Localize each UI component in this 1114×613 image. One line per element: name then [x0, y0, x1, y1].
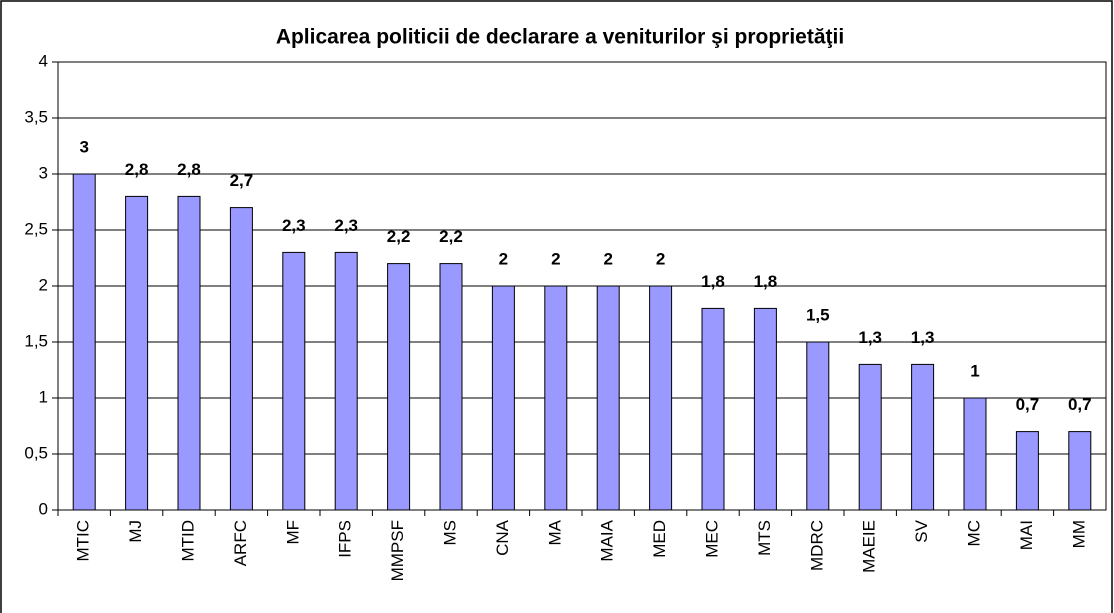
bar [334, 251, 358, 511]
x-tick-label: MMPSF [388, 520, 407, 581]
value-label: 2,3 [334, 216, 358, 235]
bar [911, 363, 935, 511]
value-label: 2 [603, 249, 612, 268]
value-label: 1,8 [754, 272, 778, 291]
y-tick-label: 2,5 [24, 219, 48, 238]
x-tick-label: MC [964, 520, 983, 546]
x-tick-label: MF [283, 520, 302, 545]
bar [439, 263, 463, 511]
value-label: 0,7 [1068, 395, 1092, 414]
y-tick-label: 0 [39, 499, 48, 518]
x-tick-label: MED [650, 520, 669, 558]
value-label: 2 [499, 249, 508, 268]
y-tick-label: 1,5 [24, 331, 48, 350]
value-label: 1,3 [858, 328, 882, 347]
x-tick-label: MJ [126, 520, 145, 543]
bar [963, 397, 987, 511]
value-label: 2 [656, 249, 665, 268]
value-label: 3 [79, 137, 88, 156]
value-label: 2,2 [387, 227, 411, 246]
value-label: 1,5 [806, 305, 830, 324]
value-label: 0,7 [1016, 395, 1040, 414]
x-tick-label: MAIA [598, 519, 617, 561]
bar [125, 195, 149, 511]
x-tick-label: IFPS [336, 520, 355, 558]
bar [649, 285, 673, 511]
bar [806, 341, 830, 511]
value-label: 2 [551, 249, 560, 268]
value-label: 2,8 [125, 160, 149, 179]
bar [544, 285, 568, 511]
x-tick-label: MA [545, 519, 564, 545]
y-tick-label: 3,5 [24, 107, 48, 126]
value-label: 1,3 [911, 328, 935, 347]
y-tick-label: 2 [39, 275, 48, 294]
bar [72, 173, 96, 511]
bar [753, 307, 777, 511]
bar [282, 251, 306, 511]
x-tick-label: MEC [702, 520, 721, 558]
bar [1015, 431, 1039, 511]
x-tick-label: CNA [493, 519, 512, 556]
x-tick-label: MTIC [74, 520, 93, 562]
bar [177, 195, 201, 511]
value-label: 2,7 [230, 171, 254, 190]
x-tick-label: MAI [1017, 520, 1036, 550]
y-tick-label: 1 [39, 387, 48, 406]
x-tick-label: MTID [178, 520, 197, 562]
y-tick-label: 0,5 [24, 443, 48, 462]
x-tick-label: MM [1069, 520, 1088, 548]
bar [491, 285, 515, 511]
x-tick-label: ARFC [231, 520, 250, 566]
x-tick-label: MAEIE [860, 520, 879, 573]
value-label: 1 [970, 361, 979, 380]
bar [229, 207, 253, 511]
value-label: 2,3 [282, 216, 306, 235]
y-tick-label: 4 [39, 51, 48, 70]
x-tick-label: MTS [755, 520, 774, 556]
bar [858, 363, 882, 511]
chart-title: Aplicarea politicii de declarare a venit… [276, 26, 844, 49]
y-tick-label: 3 [39, 163, 48, 182]
bar [701, 307, 725, 511]
bar [1068, 431, 1092, 511]
value-label: 1,8 [701, 272, 725, 291]
value-label: 2,2 [439, 227, 463, 246]
bar [387, 263, 411, 511]
x-tick-label: SV [912, 519, 931, 542]
x-tick-label: MS [440, 520, 459, 546]
value-label: 2,8 [177, 160, 201, 179]
x-tick-label: MDRC [807, 520, 826, 571]
bar [596, 285, 620, 511]
